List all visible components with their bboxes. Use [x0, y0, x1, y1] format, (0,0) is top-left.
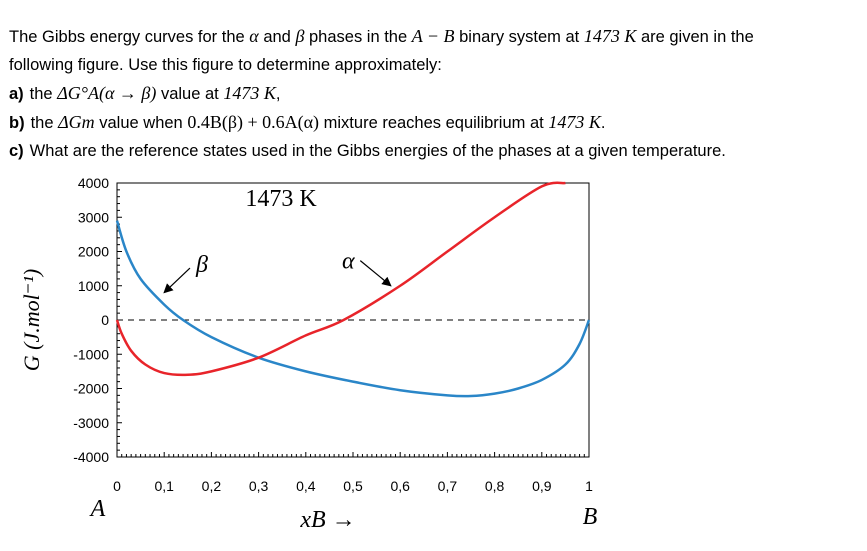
- question-item-b: b) the ΔGm value when 0.4B(β) + 0.6A(α) m…: [9, 112, 606, 132]
- x-end-label-a: A: [89, 496, 106, 522]
- x-tick-label: 0,9: [532, 478, 552, 494]
- x-tick-label: 0,8: [485, 478, 505, 494]
- y-tick-label: 2000: [78, 244, 109, 260]
- x-tick-label: 0: [113, 478, 121, 494]
- y-tick-label: 3000: [78, 209, 109, 225]
- series-line-beta: [115, 220, 591, 398]
- series-line-alpha: [115, 181, 566, 377]
- y-tick-label: 0: [101, 312, 109, 328]
- question-text: The Gibbs energy curves for the α and β …: [9, 22, 859, 165]
- x-tick-label: 0,7: [438, 478, 458, 494]
- chart-axes: [116, 182, 590, 458]
- question-item-a: a) the ΔG°A(α → β) value at 1473 K,: [9, 83, 281, 103]
- y-tick-label: -3000: [73, 415, 109, 431]
- x-tick-label: 0,2: [202, 478, 222, 494]
- chart-title: 1473 K: [245, 186, 317, 212]
- x-tick-label: 0,6: [390, 478, 410, 494]
- question-item-c: c) What are the reference states used in …: [9, 142, 726, 160]
- x-end-label-b: B: [583, 504, 598, 530]
- y-tick-label: 4000: [78, 175, 109, 191]
- beta-arrow: [163, 267, 191, 294]
- y-tick-label: -1000: [73, 346, 109, 362]
- alpha-annotation: α: [342, 249, 355, 275]
- beta-annotation: β: [195, 252, 208, 278]
- chart-series: [115, 181, 591, 398]
- item-b-math: ΔGm: [58, 112, 95, 132]
- y-tick-label: -2000: [73, 381, 109, 397]
- alpha-arrow: [359, 260, 392, 287]
- x-axis-label: xB →: [299, 507, 355, 533]
- question-intro-line-1: The Gibbs energy curves for the α and β …: [9, 26, 754, 46]
- x-tick-label: 0,5: [343, 478, 363, 494]
- alpha-symbol: α: [249, 26, 259, 46]
- y-axis-label: G (J.mol⁻¹): [19, 269, 44, 372]
- system-name: A − B: [411, 26, 455, 46]
- x-tick-label: 0,1: [154, 478, 174, 494]
- x-tick-label: 0,4: [296, 478, 316, 494]
- x-tick-label: 0,3: [249, 478, 269, 494]
- x-tick-label: 1: [585, 478, 593, 494]
- y-tick-label: 1000: [78, 278, 109, 294]
- y-tick-label: -4000: [73, 449, 109, 465]
- temperature: 1473 K: [583, 26, 637, 46]
- item-a-math: ΔG°A(α → β): [57, 83, 157, 103]
- question-intro-line-2: following figure. Use this figure to det…: [9, 56, 442, 74]
- beta-symbol: β: [295, 26, 305, 46]
